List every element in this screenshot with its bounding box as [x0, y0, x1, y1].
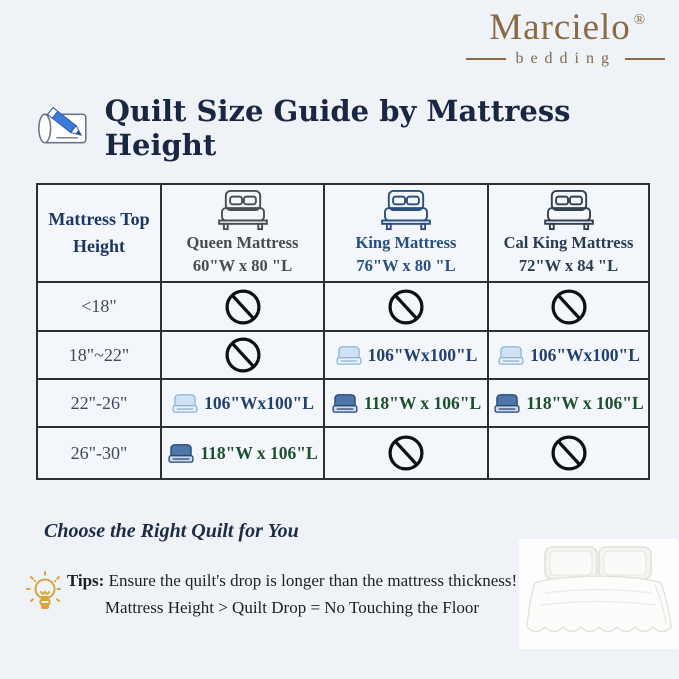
row-height-label: 18"~22"	[68, 344, 130, 365]
queen-column-size: 60"W x 80 "L	[192, 256, 293, 275]
page-title: Quilt Size Guide by Mattress Height	[104, 94, 571, 162]
scroll-pencil-icon	[38, 106, 87, 144]
calking-bed-icon	[543, 189, 594, 230]
size-value: 106"Wx100"L	[367, 344, 478, 365]
cell-22-26-king: 118"W x 106"L	[323, 378, 489, 428]
table-row: 22"-26" 106"Wx100"L 118"W x 106"L 118"W …	[36, 378, 650, 428]
king-column-size: 76"W x 80 "L	[356, 256, 456, 275]
section-subtitle: Choose the Right Quilt for You	[44, 520, 299, 542]
cell-18-22-queen	[160, 330, 325, 380]
cell-18-22-calking: 106"Wx100"L	[487, 330, 650, 380]
registered-mark-icon: ®	[633, 12, 646, 28]
cell-22-26-queen: 106"Wx100"L	[160, 378, 325, 428]
cell-26-30-king	[323, 426, 489, 480]
cell-under18-queen	[160, 281, 325, 332]
table-header-row: Mattress Top Height Queen Mattress 60"W …	[36, 183, 650, 283]
quilt-icon-light	[336, 346, 362, 365]
quilt-icon-light	[498, 346, 524, 365]
king-bed-icon	[381, 189, 431, 230]
table-row: 26"-30" 118"W x 106"L	[36, 426, 650, 480]
queen-bed-icon	[217, 189, 268, 230]
prohibited-icon	[550, 288, 587, 325]
queen-column-name: Queen Mattress	[186, 232, 299, 252]
size-value: 106"Wx100"L	[530, 344, 640, 365]
cell-under18-king	[323, 281, 489, 332]
logo-brand: Marcielo	[489, 7, 631, 48]
title-row: Quilt Size Guide by Mattress Height	[33, 94, 679, 162]
tips-line-1: Tips: Ensure the quilt's drop is longer …	[66, 571, 518, 590]
divider-line-left	[466, 58, 507, 60]
quilt-icon-dark	[168, 444, 194, 463]
table-row: 18"~22" 106"Wx100"L 106"Wx100"L	[36, 330, 650, 380]
size-value: 118"W x 106"L	[363, 392, 482, 413]
king-column-name: King Mattress	[355, 232, 457, 252]
prohibited-icon	[224, 337, 261, 373]
bed-photo	[519, 539, 679, 649]
corner-header-label: Mattress Top Height	[48, 209, 150, 256]
size-table: Mattress Top Height Queen Mattress 60"W …	[36, 183, 650, 480]
tips-line-2: Mattress Height > Quilt Drop = No Touchi…	[104, 598, 480, 617]
calking-column-name: Cal King Mattress	[503, 232, 634, 252]
prohibited-icon	[388, 435, 424, 471]
quilt-icon-dark	[332, 394, 358, 413]
queen-column-header: Queen Mattress 60"W x 80 "L	[160, 183, 325, 283]
row-height-label: <18"	[81, 296, 117, 316]
size-value: 118"W x 106"L	[526, 392, 644, 413]
lightbulb-icon	[26, 571, 64, 609]
quilt-icon-dark	[494, 394, 520, 413]
row-height-label: 26"-30"	[70, 442, 128, 463]
corner-header-cell: Mattress Top Height	[36, 183, 162, 283]
tips-text: Tips: Ensure the quilt's drop is longer …	[58, 567, 526, 621]
prohibited-icon	[550, 435, 587, 471]
row-height-label: 22"-26"	[70, 392, 128, 413]
logo-subtitle: bedding	[515, 50, 616, 67]
table-row: <18"	[36, 281, 650, 332]
cell-26-30-calking	[487, 426, 650, 480]
prohibited-icon	[224, 288, 261, 325]
king-column-header: King Mattress 76"W x 80 "L	[323, 183, 489, 283]
cell-under18-calking	[487, 281, 650, 332]
quilt-icon-light	[172, 394, 198, 413]
brand-logo: Marcielo ® bedding	[466, 6, 665, 68]
divider-line-right	[625, 58, 665, 60]
cell-26-30-queen: 118"W x 106"L	[160, 426, 325, 480]
white-quilt-bed-image	[526, 546, 672, 633]
cell-22-26-calking: 118"W x 106"L	[487, 378, 650, 428]
calking-column-header: Cal King Mattress 72"W x 84 "L	[487, 183, 650, 283]
size-value: 106"Wx100"L	[204, 392, 314, 413]
cell-18-22-king: 106"Wx100"L	[323, 330, 489, 380]
tips-label: Tips:	[66, 571, 105, 590]
prohibited-icon	[388, 288, 424, 325]
size-value: 118"W x 106"L	[200, 442, 318, 463]
calking-column-size: 72"W x 84 "L	[518, 256, 619, 275]
